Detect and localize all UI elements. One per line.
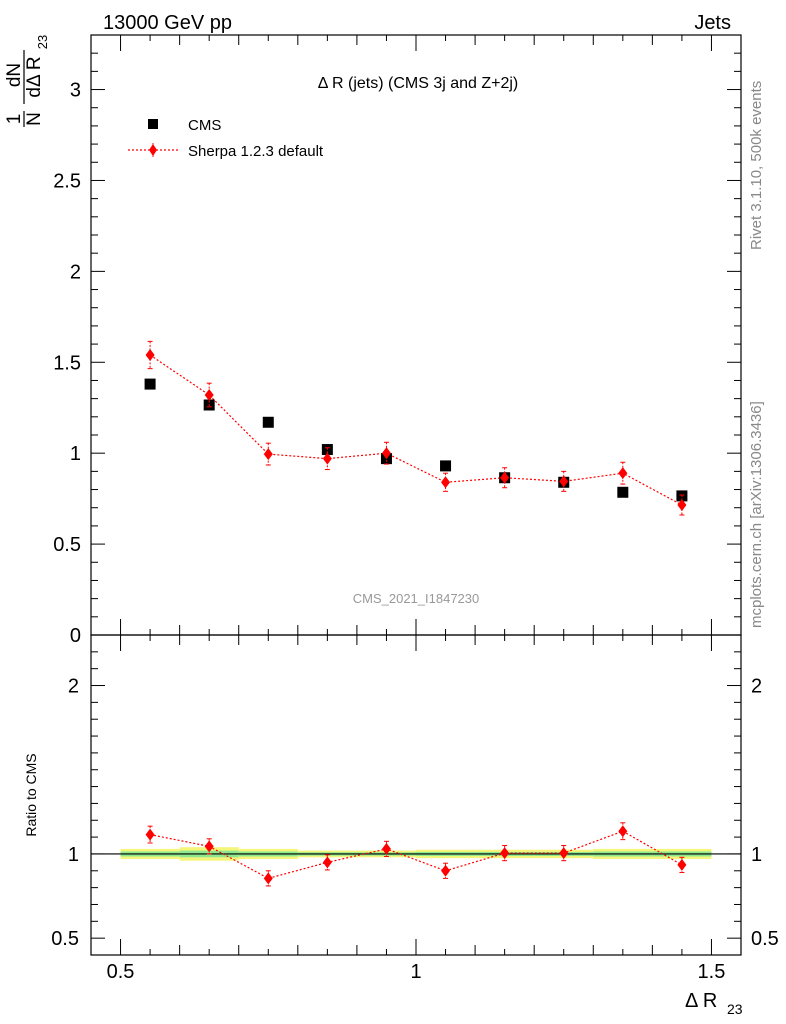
cms-point	[262, 416, 274, 428]
y-tick-label: 2.5	[53, 170, 81, 192]
ratio-y-tick-label: 2	[68, 676, 79, 698]
xlabel: Δ R 23	[685, 990, 743, 1017]
sherpa-point	[381, 447, 391, 460]
main-ylabel: 1 N dN dΔ R 23	[4, 35, 50, 127]
main-title: Δ R (jets) (CMS 3j and Z+2j)	[318, 75, 519, 92]
ratio-point	[618, 825, 628, 838]
legend-marker-sherpa	[149, 144, 157, 156]
ratio-point	[559, 847, 569, 860]
collision-label: 13000 GeV pp	[103, 12, 232, 34]
y-tick-label: 1.5	[53, 352, 81, 374]
sherpa-point	[677, 499, 687, 511]
mcplots-label: mcplots.cern.ch [arXiv:1306.3436]	[748, 401, 765, 628]
ratio-y-tick-label: 0.5	[51, 928, 79, 950]
ratio-y-tick-label-right: 0.5	[751, 928, 779, 950]
legend-label-cms: CMS	[188, 117, 221, 134]
sherpa-point	[441, 476, 451, 489]
y-tick-label: 3	[70, 80, 81, 102]
ratio-point	[322, 856, 332, 869]
x-tick-label: 1.5	[698, 961, 726, 983]
main-panel: 0 0.5 1 1.5 2 2.5 3 Δ R (jets) (CMS 3j and Z+2…	[4, 34, 742, 647]
ylabel-dN: dN	[4, 63, 25, 87]
sherpa-point	[145, 349, 155, 361]
ylabel-N: N	[24, 112, 45, 126]
y-tick-label: 0.5	[53, 534, 81, 556]
legend: CMS Sherpa 1.2.3 default	[128, 117, 324, 160]
cms-point	[440, 460, 452, 472]
ratio-point	[204, 840, 214, 853]
ratio-frame	[90, 634, 742, 956]
sherpa-point	[618, 467, 628, 480]
ratio-panel: 0.5 0.5 1 1 2 2 0.5 1 1.5 Ratio to CMS Δ R 23	[23, 634, 779, 1017]
ylabel-one: 1	[4, 114, 25, 125]
ratio-point	[441, 864, 451, 877]
sherpa-errorbar	[147, 340, 153, 370]
ratio-y-tick-label-right: 2	[751, 676, 762, 698]
y-tick-label: 2	[70, 261, 81, 283]
y-tick-label: 0	[70, 625, 81, 647]
ratio-line	[149, 830, 683, 880]
sherpa-point	[500, 471, 510, 484]
ratio-point	[677, 858, 687, 871]
x-tick-label: 1	[410, 961, 421, 983]
ratio-ylabel: Ratio to CMS	[23, 753, 39, 836]
xlabel-main: Δ R	[685, 990, 717, 1012]
sherpa-point	[322, 452, 332, 465]
ylabel-sub: 23	[35, 35, 50, 49]
sherpa-errorbar	[443, 472, 449, 492]
sherpa-line	[149, 354, 683, 506]
ratio-y-tick-label: 1	[68, 844, 79, 866]
ratio-y-tick-label-right: 1	[751, 844, 762, 866]
y-tick-label: 1	[70, 443, 81, 465]
x-tick-label: 0.5	[107, 961, 135, 983]
analysis-id: CMS_2021_I1847230	[353, 591, 480, 606]
ratio-point	[500, 847, 510, 860]
ratio-point	[145, 828, 155, 841]
sherpa-errorbar	[679, 494, 685, 516]
ylabel-dDR: dΔ R	[24, 56, 45, 97]
ratio-point	[263, 872, 273, 885]
ratio-point	[381, 842, 391, 855]
category-label: Jets	[694, 12, 731, 34]
sherpa-errorbar	[561, 470, 567, 492]
cms-point	[617, 486, 629, 498]
xlabel-sub: 23	[727, 1001, 743, 1017]
sherpa-errorbar	[502, 467, 508, 489]
rivet-label: Rivet 3.1.10, 500k events	[748, 81, 765, 250]
legend-marker-cms	[148, 119, 158, 129]
cms-point	[144, 378, 156, 390]
sherpa-point	[204, 389, 214, 401]
sherpa-point	[263, 448, 273, 461]
sherpa-point	[559, 475, 569, 488]
legend-label-sherpa: Sherpa 1.2.3 default	[188, 143, 324, 160]
